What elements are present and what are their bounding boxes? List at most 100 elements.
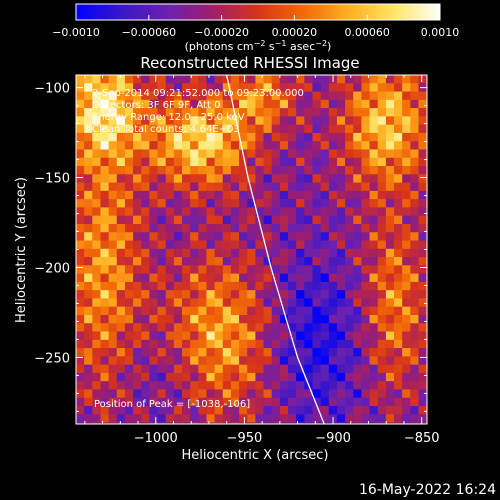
heatmap-cell — [108, 273, 118, 283]
heatmap-cell — [108, 83, 118, 92]
heatmap-cell — [116, 381, 126, 390]
heatmap-cell — [435, 100, 444, 109]
heatmap-cell — [247, 91, 256, 101]
heatmap-cell — [418, 248, 427, 258]
heatmap-cell — [402, 83, 411, 92]
heatmap-cell — [255, 108, 264, 117]
heatmap-cell — [124, 166, 134, 175]
heatmap-cell — [165, 314, 175, 324]
heatmap-cell — [206, 207, 216, 217]
heatmap-cell — [271, 207, 281, 217]
heatmap-cell — [133, 199, 142, 208]
heatmap-cell — [353, 372, 362, 382]
heatmap-cell — [141, 306, 150, 316]
heatmap-cell — [157, 166, 167, 175]
heatmap-cell — [296, 323, 305, 332]
heatmap-cell — [402, 141, 411, 150]
heatmap-cell — [312, 290, 322, 299]
heatmap-cell — [328, 149, 338, 159]
heatmap-cell — [124, 223, 134, 233]
heatmap-cell — [124, 348, 134, 357]
heatmap-cell — [304, 166, 313, 175]
heatmap-cell — [361, 348, 370, 357]
heatmap-cell — [328, 265, 338, 275]
heatmap-cell — [418, 215, 427, 225]
heatmap-cell — [336, 406, 346, 415]
heatmap-cell — [263, 306, 273, 316]
heatmap-cell — [165, 190, 175, 200]
heatmap-cell — [230, 356, 240, 366]
heatmap-cell — [141, 389, 150, 399]
heatmap-cell — [402, 414, 411, 423]
heatmap-cell — [182, 323, 191, 332]
heatmap-cell — [435, 365, 444, 374]
heatmap-cell — [255, 372, 264, 382]
heatmap-cell — [100, 397, 110, 407]
heatmap-cell — [320, 83, 330, 92]
heatmap-cell — [247, 422, 256, 424]
heatmap-cell — [133, 83, 142, 92]
heatmap-cell — [271, 199, 281, 208]
heatmap-cell — [100, 406, 110, 415]
heatmap-cell — [247, 406, 256, 415]
heatmap-cell — [84, 83, 93, 92]
heatmap-cell — [76, 141, 85, 150]
heatmap-cell — [84, 364, 93, 374]
chart-title: Reconstructed RHESSI Image — [140, 54, 359, 72]
heatmap-cell — [369, 232, 379, 241]
heatmap-cell — [385, 389, 395, 399]
heatmap-cell — [157, 414, 167, 423]
heatmap-cell — [345, 414, 354, 423]
heatmap-cell — [239, 248, 248, 258]
heatmap-cell — [320, 414, 330, 423]
heatmap-cell — [214, 372, 224, 382]
heatmap-cell — [288, 431, 297, 440]
heatmap-cell — [353, 91, 362, 101]
heatmap-cell — [133, 99, 142, 109]
heatmap-cell — [345, 257, 354, 266]
heatmap-cell — [255, 397, 264, 407]
heatmap-cell — [288, 157, 297, 167]
heatmap-cell — [108, 240, 118, 250]
heatmap-cell — [385, 331, 395, 341]
heatmap-cell — [336, 381, 346, 390]
heatmap-cell — [394, 99, 403, 109]
heatmap-cell — [149, 91, 158, 101]
heatmap-cell — [426, 223, 427, 233]
heatmap-cell — [190, 331, 199, 341]
heatmap-cell — [345, 215, 354, 225]
heatmap-cell — [84, 397, 93, 407]
heatmap-cell — [385, 132, 395, 142]
heatmap-cell — [190, 207, 199, 217]
heatmap-cell — [312, 124, 322, 134]
heatmap-cell — [198, 182, 207, 192]
heatmap-cell — [361, 323, 370, 332]
heatmap-cell — [320, 232, 330, 241]
heatmap-cell — [418, 372, 427, 382]
heatmap-cell — [108, 124, 118, 134]
heatmap-cell — [377, 356, 387, 366]
heatmap-cell — [190, 91, 199, 101]
heatmap-cell — [157, 116, 167, 126]
heatmap-cell — [304, 174, 313, 183]
heatmap-cell — [304, 306, 313, 316]
heatmap-cell — [116, 182, 126, 192]
heatmap-cell — [345, 389, 354, 399]
heatmap-cell — [288, 108, 297, 117]
heatmap-cell — [247, 356, 256, 366]
heatmap-cell — [394, 372, 403, 382]
heatmap-cell — [182, 166, 191, 175]
heatmap-cell — [108, 298, 118, 308]
heatmap-cell — [345, 91, 354, 101]
heatmap-cell — [108, 381, 118, 390]
heatmap-cell — [426, 141, 427, 150]
heatmap-cell — [435, 249, 444, 258]
heatmap-cell — [361, 306, 370, 316]
heatmap-cell — [84, 257, 93, 266]
heatmap-cell — [418, 182, 427, 192]
heatmap-cell — [190, 132, 199, 142]
heatmap-cell — [173, 364, 183, 374]
heatmap-cell — [239, 323, 248, 332]
heatmap-cell — [247, 207, 256, 217]
heatmap-cell — [173, 397, 183, 407]
